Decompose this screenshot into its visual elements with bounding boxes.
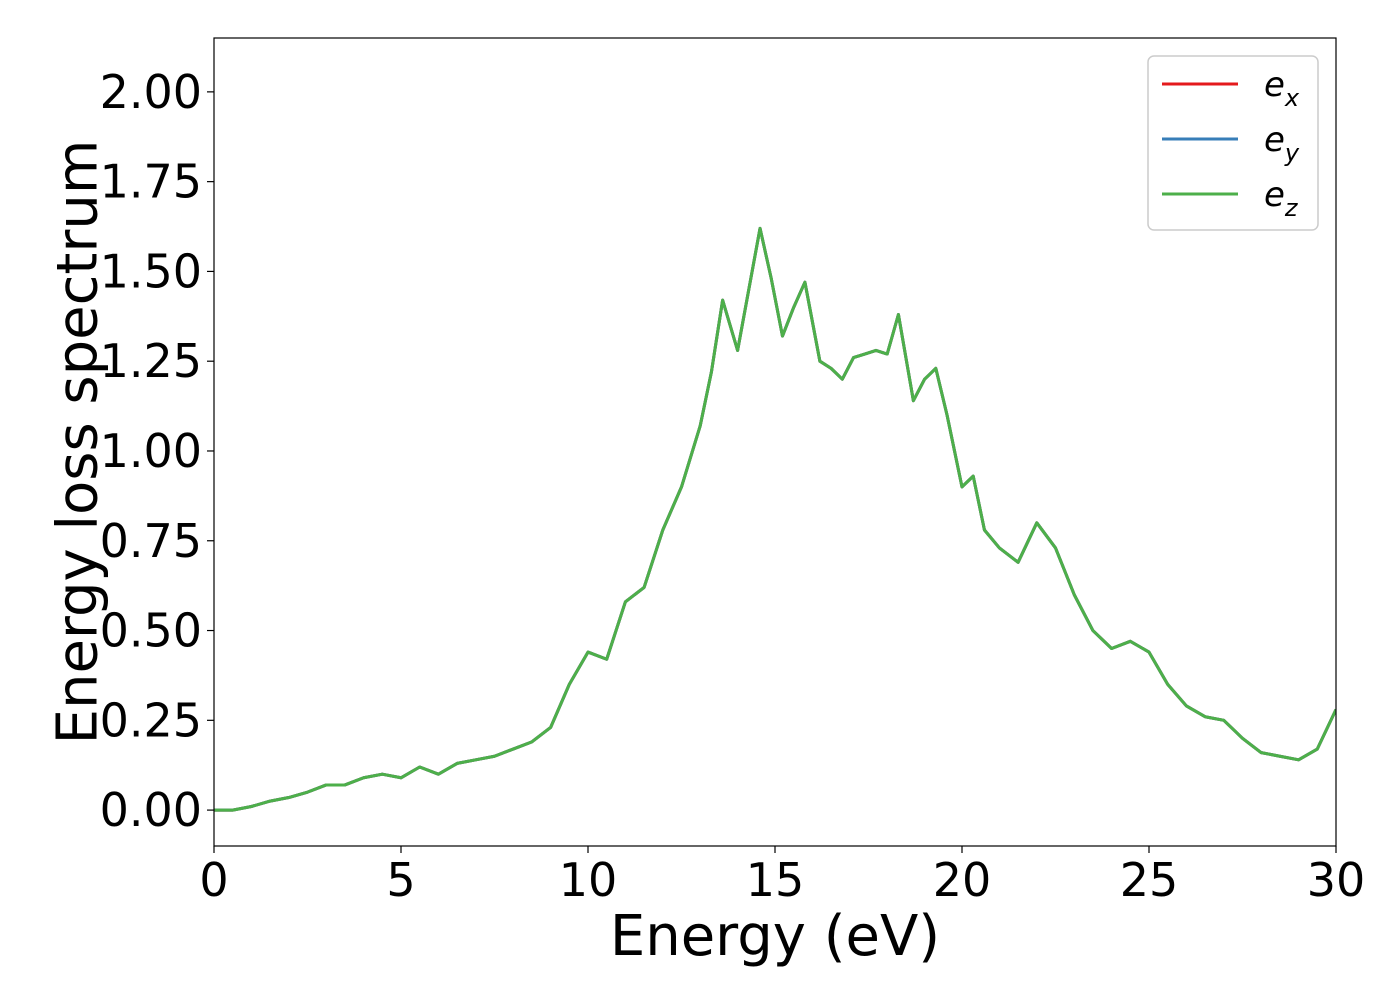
x-tick-label: 25 bbox=[1120, 853, 1179, 907]
series-line-ez bbox=[214, 226, 1336, 812]
y-tick-label: 0.75 bbox=[100, 514, 202, 568]
y-tick-label: 1.50 bbox=[100, 244, 202, 298]
y-tick-label: 0.00 bbox=[100, 783, 202, 837]
y-tick-label: 0.25 bbox=[100, 693, 202, 747]
y-axis-ticks: 0.00 0.25 0.50 0.75 1.00 1.25 1.50 1.75 2.00 bbox=[100, 65, 214, 837]
y-tick-label: 2.00 bbox=[100, 65, 202, 119]
y-tick-label: 1.75 bbox=[100, 155, 202, 209]
legend-box bbox=[1147, 55, 1319, 231]
legend-label-ez: ez bbox=[1264, 175, 1299, 222]
y-tick-label: 1.00 bbox=[100, 424, 202, 478]
y-tick-label: 1.25 bbox=[100, 334, 202, 388]
x-tick-label: 30 bbox=[1307, 853, 1366, 907]
plot-lines bbox=[214, 226, 1336, 812]
x-tick-label: 0 bbox=[199, 853, 228, 907]
legend-label-ex: ex bbox=[1264, 65, 1300, 112]
series-line-ex bbox=[214, 226, 1336, 812]
x-tick-label: 5 bbox=[386, 853, 415, 907]
x-axis-ticks: 0 5 10 15 20 25 30 bbox=[199, 846, 1365, 907]
legend-label-ey: ey bbox=[1264, 120, 1300, 167]
legend: ex ey ez bbox=[1147, 55, 1319, 231]
y-tick-label: 0.50 bbox=[100, 604, 202, 658]
x-tick-label: 10 bbox=[559, 853, 618, 907]
series-line-ey bbox=[214, 226, 1336, 812]
x-tick-label: 15 bbox=[746, 853, 805, 907]
x-axis-label: Energy (eV) bbox=[610, 904, 940, 969]
y-axis-label: Energy loss spectrum bbox=[46, 140, 111, 745]
x-tick-label: 20 bbox=[933, 853, 992, 907]
